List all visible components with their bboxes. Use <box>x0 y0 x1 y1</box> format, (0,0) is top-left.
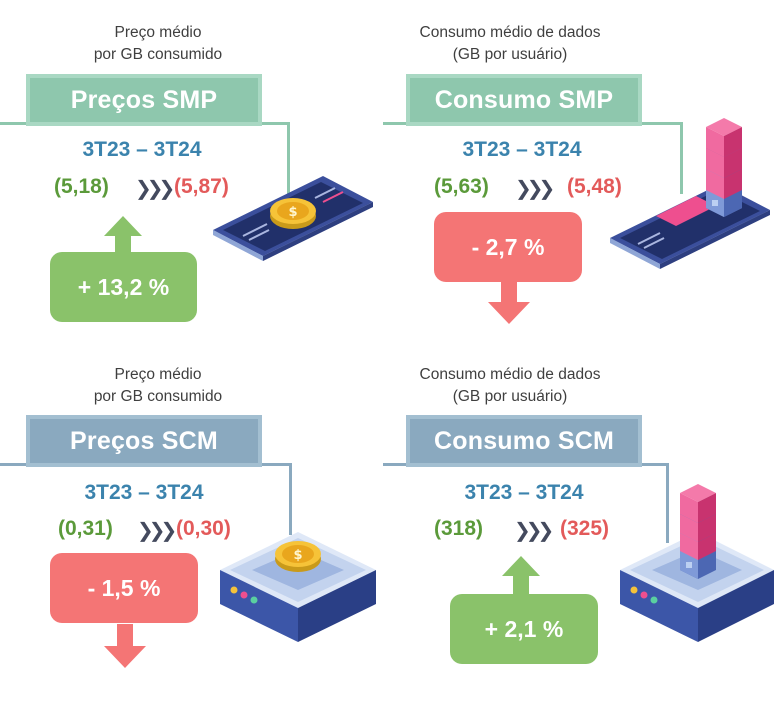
period-label: 3T23 – 3T24 <box>464 481 584 504</box>
old-value: (5,18) <box>54 175 109 198</box>
router-data-blocks-icon <box>620 484 774 642</box>
connector-line <box>680 122 683 194</box>
new-value: (5,87) <box>174 175 229 198</box>
subtitle-line: por GB consumido <box>93 46 223 63</box>
change-badge: + 13,2 % <box>50 252 197 322</box>
panel-subtitle: Consumo médio de dados (GB por usuário) <box>380 364 640 408</box>
subtitle-line: (GB por usuário) <box>452 388 568 405</box>
arrow-up-icon <box>502 556 540 596</box>
subtitle-line: Consumo médio de dados <box>419 366 601 383</box>
subtitle-line: por GB consumido <box>93 388 223 405</box>
change-badge: - 2,7 % <box>434 212 582 282</box>
new-value: (325) <box>560 517 610 540</box>
panel-banner: Preços SMP <box>26 74 262 126</box>
smartphone-coin-icon: $ <box>213 176 373 261</box>
router-coin-icon: $ <box>220 532 376 642</box>
panel-banner: Consumo SMP <box>406 74 642 126</box>
svg-text:$: $ <box>288 205 297 220</box>
chevron-right-icon: ❯❯❯ <box>515 178 555 200</box>
subtitle-line: Preço médio <box>114 24 202 41</box>
panel-banner: Consumo SCM <box>406 415 642 467</box>
change-badge: + 2,1 % <box>450 594 598 664</box>
chevron-right-icon: ❯❯❯ <box>514 520 554 542</box>
period-label: 3T23 – 3T24 <box>84 481 204 504</box>
panel-subtitle: Preço médio por GB consumido <box>28 364 288 408</box>
data-block-stack <box>680 484 716 579</box>
connector-line <box>287 122 290 200</box>
panel-subtitle: Consumo médio de dados (GB por usuário) <box>380 22 640 66</box>
chevron-right-icon: ❯❯❯ <box>135 178 175 200</box>
smartphone-data-blocks-icon <box>610 118 770 269</box>
arrow-down-icon <box>488 280 530 324</box>
new-value: (0,30) <box>176 517 231 540</box>
arrow-up-icon <box>104 216 142 256</box>
connector-line <box>666 463 669 543</box>
panel-banner: Preços SCM <box>26 415 262 467</box>
old-value: (318) <box>434 517 484 540</box>
chevron-right-icon: ❯❯❯ <box>137 520 177 542</box>
old-value: (0,31) <box>58 517 113 540</box>
connector-line <box>289 463 292 535</box>
svg-text:$: $ <box>293 548 302 563</box>
subtitle-line: Preço médio <box>114 366 202 383</box>
old-value: (5,63) <box>434 175 489 198</box>
new-value: (5,48) <box>567 175 622 198</box>
period-label: 3T23 – 3T24 <box>462 138 582 161</box>
subtitle-line: Consumo médio de dados <box>419 24 601 41</box>
panel-subtitle: Preço médio por GB consumido <box>28 22 288 66</box>
arrow-down-icon <box>104 624 146 668</box>
subtitle-line: (GB por usuário) <box>452 46 568 63</box>
change-badge: - 1,5 % <box>50 553 198 623</box>
period-label: 3T23 – 3T24 <box>82 138 202 161</box>
data-block-stack <box>706 118 742 217</box>
